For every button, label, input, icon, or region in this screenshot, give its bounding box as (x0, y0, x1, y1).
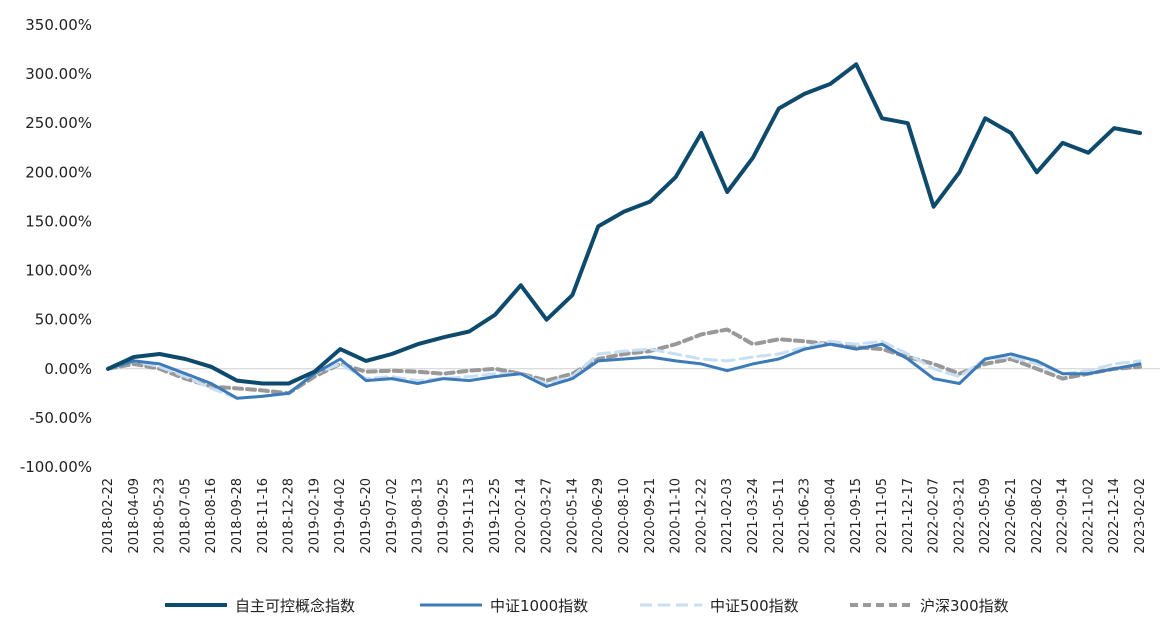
x-tick-label: 2020-06-29 (591, 478, 606, 554)
x-tick-label: 2021-02-03 (720, 478, 735, 554)
y-tick-label: -100.00% (20, 458, 92, 476)
x-tick-label: 2022-03-21 (952, 478, 967, 554)
legend-label-3: 沪深300指数 (920, 597, 1009, 615)
legend: 自主可控概念指数 中证1000指数 中证500指数 沪深300指数 (165, 597, 1009, 615)
x-tick-label: 2019-02-19 (307, 478, 322, 554)
x-tick-label: 2018-11-16 (256, 478, 271, 554)
y-tick-label: 0.00% (44, 360, 92, 378)
y-tick-label: 250.00% (25, 114, 92, 132)
y-tick-label: 100.00% (25, 262, 92, 280)
x-tick-label: 2020-11-10 (669, 478, 684, 554)
x-tick-label: 2021-06-23 (798, 478, 813, 554)
x-tick-label: 2020-05-14 (565, 478, 580, 554)
legend-label-1: 中证1000指数 (490, 597, 588, 615)
legend-label-0: 自主可控概念指数 (235, 597, 355, 615)
y-axis: -100.00% -50.00% 0.00% 50.00% 100.00% 150.00%… (20, 16, 92, 476)
x-tick-label: 2019-04-02 (333, 478, 348, 554)
x-tick-label: 2021-09-15 (849, 478, 864, 554)
x-tick-label: 2018-04-09 (127, 478, 142, 554)
series-line-1 (106, 342, 1142, 400)
x-tick-label: 2019-08-13 (411, 478, 426, 554)
x-tick-label: 2018-09-28 (230, 478, 245, 554)
x-tick-label: 2022-11-02 (1081, 478, 1096, 554)
x-tick-label: 2018-08-16 (204, 478, 219, 554)
x-tick-label: 2022-09-14 (1056, 478, 1071, 554)
x-tick-label: 2020-09-21 (643, 478, 658, 554)
x-tick-label: 2021-05-11 (772, 478, 787, 554)
x-tick-label: 2019-12-25 (488, 478, 503, 554)
x-tick-label: 2022-06-21 (1004, 478, 1019, 554)
x-tick-label: 2018-05-23 (153, 478, 168, 554)
x-tick-label: 2019-11-13 (462, 478, 477, 554)
x-tick-label: 2019-07-02 (385, 478, 400, 554)
x-tick-label: 2020-03-27 (540, 478, 555, 554)
y-tick-label: 300.00% (25, 65, 92, 83)
x-tick-label: 2021-12-17 (901, 478, 916, 554)
series-line-0 (106, 62, 1142, 386)
x-tick-label: 2022-12-14 (1107, 478, 1122, 554)
legend-label-2: 中证500指数 (710, 597, 799, 615)
x-tick-label: 2020-02-14 (514, 478, 529, 554)
x-tick-label: 2023-02-02 (1133, 478, 1148, 554)
x-tick-label: 2018-07-05 (178, 478, 193, 554)
y-tick-label: 350.00% (25, 16, 92, 34)
x-tick-label: 2020-08-10 (617, 478, 632, 554)
x-tick-label: 2020-12-22 (694, 478, 709, 554)
x-tick-label: 2021-03-24 (746, 478, 761, 554)
y-tick-label: 200.00% (25, 163, 92, 181)
x-tick-label: 2022-05-09 (978, 478, 993, 554)
x-tick-label: 2022-08-02 (1030, 478, 1045, 554)
y-tick-label: -50.00% (29, 409, 92, 427)
x-tick-label: 2019-09-25 (436, 478, 451, 554)
x-tick-label: 2022-02-07 (927, 478, 942, 554)
series-lines (106, 62, 1142, 400)
x-tick-label: 2018-02-22 (101, 478, 116, 554)
x-tick-label: 2018-12-28 (282, 478, 297, 554)
x-tick-label: 2021-08-04 (823, 478, 838, 554)
x-axis: 2018-02-22 2018-04-09 2018-05-23 2018-07-05… (101, 478, 1148, 554)
y-tick-label: 50.00% (35, 311, 92, 329)
x-tick-label: 2019-05-20 (359, 478, 374, 554)
x-tick-label: 2021-11-05 (875, 478, 890, 554)
y-tick-label: 150.00% (25, 212, 92, 230)
